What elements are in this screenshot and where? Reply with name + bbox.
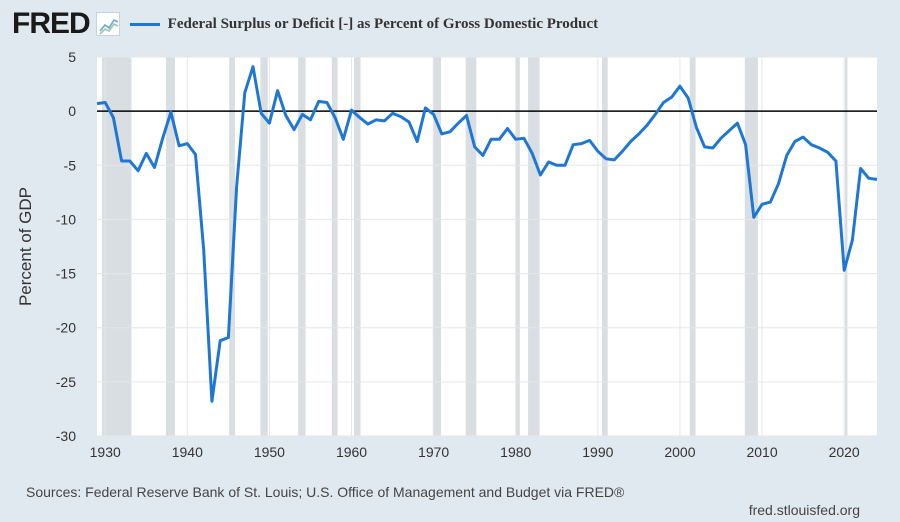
x-tick-label: 1950	[254, 444, 285, 460]
y-tick-label: -20	[56, 320, 76, 336]
x-tick-label: 1940	[172, 444, 203, 460]
recession-band	[844, 57, 848, 436]
recession-band	[432, 57, 442, 436]
recession-band	[528, 57, 540, 436]
chart-legend[interactable]: Federal Surplus or Deficit [-] as Percen…	[129, 15, 599, 33]
recession-band	[331, 57, 338, 436]
recession-band	[465, 57, 477, 436]
x-tick-label: 1970	[418, 444, 449, 460]
x-tick-label: 1930	[90, 444, 121, 460]
recession-band	[260, 57, 268, 436]
recession-band	[689, 57, 696, 436]
y-tick-label: 0	[68, 103, 76, 119]
fred-logo[interactable]: FRED	[12, 7, 91, 40]
recession-band	[515, 57, 520, 436]
recession-band	[353, 57, 361, 436]
y-tick-label: -5	[64, 157, 77, 173]
recession-band	[744, 57, 758, 436]
y-tick-label: -25	[56, 374, 76, 390]
recession-band	[165, 57, 175, 436]
x-tick-label: 1980	[500, 444, 531, 460]
line-chart-icon	[95, 12, 120, 36]
chart-header: FRED Federal Surplus or Deficit [-] as P…	[12, 6, 598, 42]
recession-band	[601, 57, 608, 436]
y-tick-label: -10	[56, 211, 76, 227]
legend-label: Federal Surplus or Deficit [-] as Percen…	[167, 15, 599, 32]
recession-band	[101, 57, 132, 436]
x-tick-label: 2010	[746, 444, 777, 460]
site-url[interactable]: fred.stlouisfed.org	[748, 502, 860, 518]
y-axis-label: Percent of GDP	[16, 187, 35, 306]
x-tick-label: 2000	[664, 444, 695, 460]
x-tick-label: 2020	[829, 444, 860, 460]
y-tick-label: 5	[68, 49, 76, 65]
recession-band	[298, 57, 306, 436]
y-tick-label: -15	[56, 266, 76, 282]
x-tick-label: 1960	[336, 444, 367, 460]
y-tick-label: -30	[56, 428, 76, 444]
source-note: Sources: Federal Reserve Bank of St. Lou…	[26, 484, 625, 500]
series-line[interactable]	[96, 65, 878, 403]
x-tick-label: 1990	[582, 444, 613, 460]
legend-swatch	[129, 22, 160, 26]
